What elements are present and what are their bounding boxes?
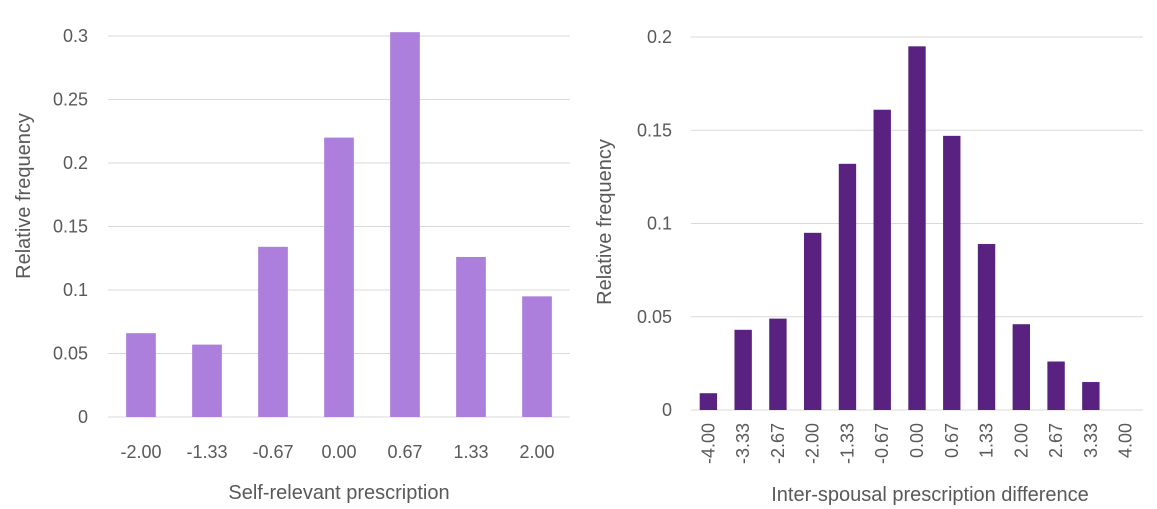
y-tick-label: 0.05 <box>637 307 672 327</box>
bar <box>324 137 354 417</box>
bar <box>1047 361 1065 410</box>
x-tick-label: 1.33 <box>453 442 488 462</box>
y-tick-label: 0 <box>662 400 672 420</box>
x-tick-label: -0.67 <box>872 423 892 464</box>
bar <box>192 344 222 417</box>
x-tick-label: 2.67 <box>1046 423 1066 458</box>
bar <box>390 32 420 417</box>
chart-self-relevant: 0 0.05 0.1 0.15 0.2 0.25 0.3 -2.00 -1.33 -0.67 0.0… <box>13 26 570 504</box>
x-tick-label: 2.00 <box>1011 423 1031 458</box>
y-tick-label: 0.2 <box>63 153 88 173</box>
y-axis-title: Relative frequency <box>13 113 35 279</box>
x-tick-label: -2.00 <box>120 442 161 462</box>
bar <box>126 333 156 417</box>
bar <box>804 232 822 410</box>
bar <box>838 163 857 410</box>
x-tick-label: 3.33 <box>1081 423 1101 458</box>
bar <box>873 109 891 411</box>
y-tick-label: 0.15 <box>637 120 672 140</box>
y-tick-label: 0.1 <box>63 280 88 300</box>
bar <box>456 256 486 417</box>
x-tick-label: -3.33 <box>733 423 753 464</box>
x-tick-label: -0.67 <box>252 442 293 462</box>
bar <box>1012 324 1030 410</box>
y-tick-label: 0.05 <box>53 344 88 364</box>
x-tick-label: -2.00 <box>803 423 823 464</box>
bar <box>1082 382 1100 410</box>
bar <box>769 318 787 410</box>
bar <box>699 393 718 410</box>
x-tick-label: -1.33 <box>837 423 857 464</box>
x-tick-label: 0.00 <box>907 423 927 458</box>
x-tick-label: -4.00 <box>698 423 718 464</box>
x-tick-label: 4.00 <box>1116 423 1136 458</box>
x-tick-label: 0.67 <box>942 423 962 458</box>
x-tick-label: 0.00 <box>321 442 356 462</box>
x-tick-label: 1.33 <box>977 423 997 458</box>
bar <box>908 46 926 410</box>
y-tick-label: 0 <box>78 407 88 427</box>
x-tick-label: -1.33 <box>186 442 227 462</box>
bar <box>943 135 961 410</box>
bar <box>522 296 552 417</box>
bar <box>734 329 752 410</box>
y-tick-label: 0.2 <box>647 27 672 47</box>
y-axis-title: Relative frequency <box>594 139 616 305</box>
bar <box>258 246 288 417</box>
y-tick-label: 0.25 <box>53 90 88 110</box>
y-tick-label: 0.3 <box>63 26 88 46</box>
x-axis-title: Self-relevant prescription <box>228 482 449 504</box>
x-tick-label: 0.67 <box>387 442 422 462</box>
x-axis-title: Inter-spousal prescription difference <box>771 484 1089 506</box>
y-tick-label: 0.15 <box>53 217 88 237</box>
x-tick-label: -2.67 <box>768 423 788 464</box>
y-tick-label: 0.1 <box>647 214 672 234</box>
x-tick-label: 2.00 <box>519 442 554 462</box>
chart-inter-spousal: 0 0.05 0.1 0.15 0.2 -4.00 -3.33 -2.67 -2.00 -1.33… <box>594 27 1143 506</box>
bar <box>977 244 996 410</box>
